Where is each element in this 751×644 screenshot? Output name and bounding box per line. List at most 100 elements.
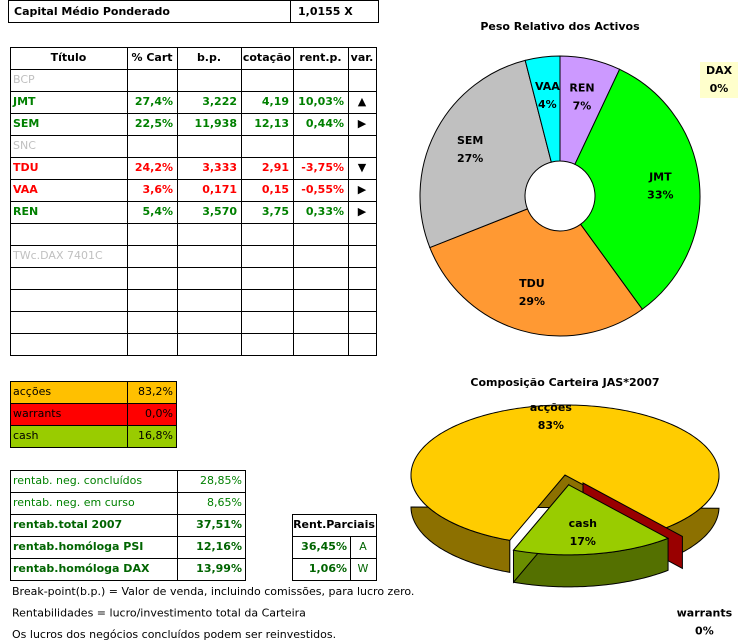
slice-label: REN bbox=[569, 82, 594, 95]
cell bbox=[293, 135, 349, 158]
return-value: 12,16% bbox=[196, 540, 242, 553]
note: Os lucros dos negócios concluídos podem … bbox=[12, 628, 336, 641]
header-label: Capital Médio Ponderado bbox=[14, 5, 170, 18]
cell-value: 10,03% bbox=[298, 95, 344, 108]
slice-value: 33% bbox=[647, 189, 673, 202]
cell bbox=[127, 425, 177, 448]
cell-value: 12,13 bbox=[254, 117, 289, 130]
cell-value: 3,570 bbox=[202, 205, 237, 218]
slice-label: SEM bbox=[457, 134, 483, 147]
row-label: TWc.DAX 7401C bbox=[12, 249, 103, 262]
cell bbox=[290, 0, 379, 23]
row-label: BCP bbox=[13, 73, 35, 86]
allocation-label: acções bbox=[13, 385, 51, 398]
slice-label: cash bbox=[569, 517, 597, 530]
allocation-label: cash bbox=[13, 429, 39, 442]
row-label: TDU bbox=[13, 161, 39, 174]
cell-value: 0,171 bbox=[202, 183, 237, 196]
slice-value: 83% bbox=[538, 419, 564, 432]
cell bbox=[348, 267, 377, 290]
cell bbox=[348, 135, 377, 158]
cell-value: 24,2% bbox=[135, 161, 173, 174]
cell bbox=[177, 267, 242, 290]
column-header: rent.p. bbox=[299, 51, 341, 64]
slice-label: warrants bbox=[677, 606, 733, 619]
cell bbox=[293, 223, 349, 246]
partial-value: 36,45% bbox=[301, 540, 347, 553]
cell bbox=[293, 69, 349, 92]
cell bbox=[177, 69, 242, 92]
slice-label: VAA bbox=[535, 80, 560, 93]
allocation-value: 16,8% bbox=[138, 429, 173, 442]
return-label: rentab. neg. em curso bbox=[13, 496, 135, 509]
note: Rentabilidades = lucro/investimento tota… bbox=[12, 607, 306, 620]
slice-value: 4% bbox=[538, 98, 557, 111]
cell bbox=[348, 69, 377, 92]
cell bbox=[127, 245, 178, 268]
slice bbox=[524, 55, 561, 163]
cell-value: -0,55% bbox=[301, 183, 344, 196]
cell bbox=[127, 311, 178, 334]
cell-value: 0,33% bbox=[306, 205, 344, 218]
slice-value: 0% bbox=[710, 82, 729, 95]
column-header: Título bbox=[51, 51, 87, 64]
header-value: 1,0155 X bbox=[298, 5, 353, 18]
cell bbox=[241, 245, 294, 268]
partial-value: 1,06% bbox=[309, 562, 347, 575]
cell bbox=[10, 289, 128, 312]
var-icon: ▶ bbox=[358, 183, 367, 196]
column-header: % Cart bbox=[131, 51, 172, 64]
slice-value: 27% bbox=[457, 152, 483, 165]
allocation-label: warrants bbox=[13, 407, 62, 420]
return-label: rentab.homóloga PSI bbox=[13, 540, 143, 553]
slice bbox=[429, 208, 643, 337]
slice-label: DAX bbox=[706, 64, 733, 77]
cell bbox=[348, 223, 377, 246]
allocation-value: 83,2% bbox=[138, 385, 173, 398]
return-label: rentab.homóloga DAX bbox=[13, 562, 150, 575]
slice-value: 17% bbox=[570, 535, 596, 548]
slice-label: acções bbox=[530, 401, 572, 414]
slice-value: 0% bbox=[695, 624, 714, 637]
var-icon: ▲ bbox=[358, 95, 367, 108]
row-label: SEM bbox=[13, 117, 39, 130]
column-header: cotação bbox=[243, 51, 292, 64]
return-label: rentab.total 2007 bbox=[13, 518, 122, 531]
column-header: var. bbox=[351, 51, 374, 64]
chart-title: Peso Relativo dos Activos bbox=[480, 20, 640, 33]
partial-tag: A bbox=[359, 540, 367, 553]
slice-label: JMT bbox=[648, 171, 672, 184]
slice-value: 7% bbox=[573, 100, 592, 113]
cell bbox=[241, 311, 294, 334]
cell bbox=[241, 223, 294, 246]
return-value: 8,65% bbox=[207, 496, 242, 509]
partials-title: Rent.Parciais bbox=[293, 518, 375, 531]
cell bbox=[241, 333, 294, 356]
cell bbox=[348, 311, 377, 334]
cell-value: 27,4% bbox=[135, 95, 173, 108]
return-value: 37,51% bbox=[196, 518, 242, 531]
cell bbox=[10, 223, 128, 246]
cell-value: 4,19 bbox=[262, 95, 289, 108]
cell bbox=[127, 333, 178, 356]
cell bbox=[241, 289, 294, 312]
slice-label: TDU bbox=[519, 277, 545, 290]
cell bbox=[348, 333, 377, 356]
cell bbox=[177, 558, 246, 581]
cell-value: 3,222 bbox=[202, 95, 237, 108]
var-icon: ▶ bbox=[358, 117, 367, 130]
cell bbox=[177, 333, 242, 356]
pie bbox=[410, 404, 720, 588]
column-header: b.p. bbox=[197, 51, 221, 64]
cell bbox=[293, 289, 349, 312]
cell bbox=[177, 311, 242, 334]
cell bbox=[10, 267, 128, 290]
cell bbox=[241, 267, 294, 290]
cell bbox=[127, 267, 178, 290]
row-label: SNC bbox=[13, 139, 36, 152]
slice bbox=[419, 59, 552, 249]
allocation-value: 0,0% bbox=[145, 407, 173, 420]
cell bbox=[127, 135, 178, 158]
row-label: REN bbox=[13, 205, 38, 218]
cell-value: 3,75 bbox=[262, 205, 289, 218]
